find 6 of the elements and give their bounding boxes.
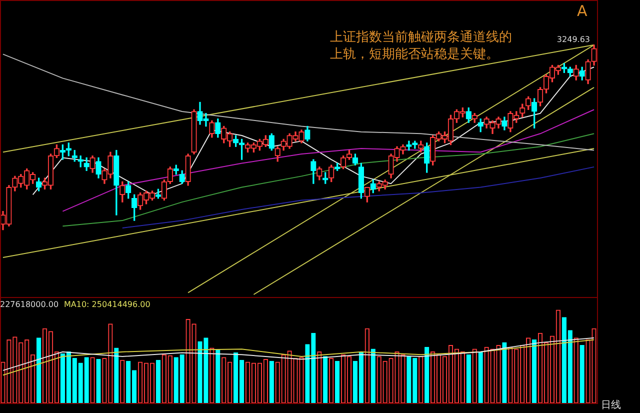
text: 日线 — [601, 399, 621, 412]
annotation: 227618000.00 — [0, 300, 59, 310]
annotation: 3249.63 — [556, 35, 590, 44]
annotation: MA10: 250414496.00 — [64, 300, 150, 310]
annotation: 上证指数当前触碰两条通道线的上轨，短期能否站稳是关键。 — [330, 30, 513, 64]
text: A — [577, 2, 588, 22]
